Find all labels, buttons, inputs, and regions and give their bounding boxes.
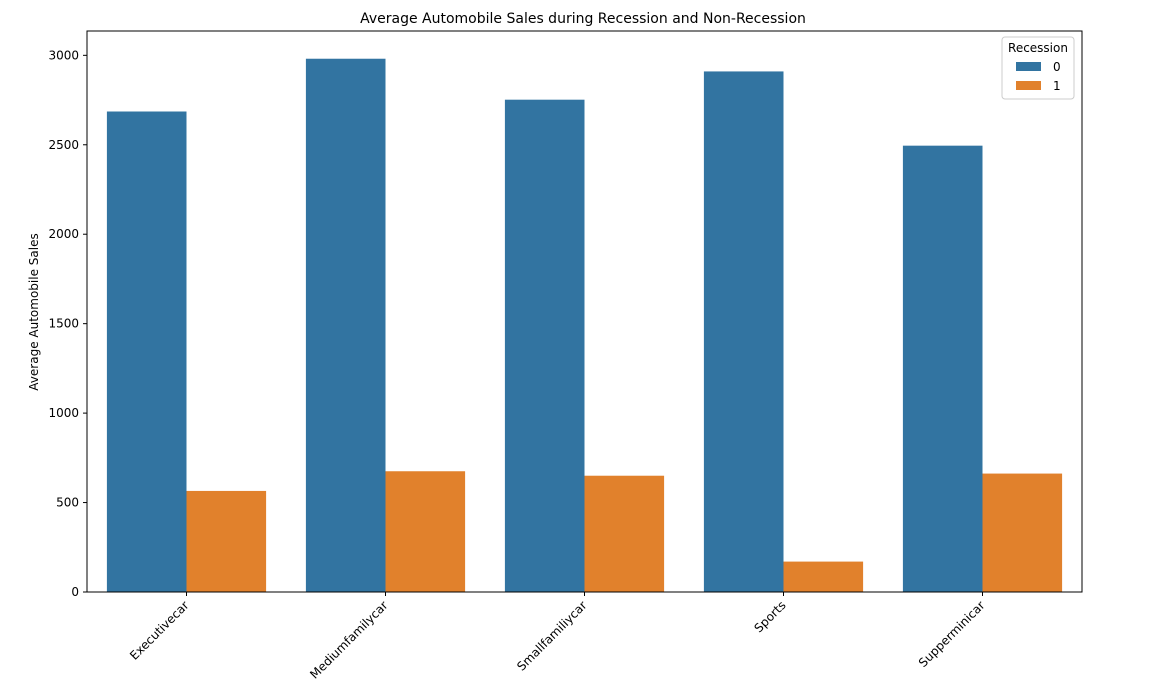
chart-title: Average Automobile Sales during Recessio… <box>360 11 806 27</box>
legend-title: Recession <box>1008 41 1068 55</box>
y-tick-label: 1500 <box>48 317 79 331</box>
x-tick-label-supperminicar: Supperminicar <box>916 598 988 670</box>
bar-executivecar-recession-1 <box>186 490 267 592</box>
bar-smallfamiliycar-recession-1 <box>584 475 665 592</box>
bars-layer <box>106 58 1063 593</box>
legend-label-recession-0: 0 <box>1053 60 1061 74</box>
y-tick-label: 3000 <box>48 48 79 62</box>
x-tick-label-mediumfamilycar: Mediumfamilycar <box>307 598 390 681</box>
bar-sports-recession-1 <box>783 561 864 592</box>
bar-smallfamiliycar-recession-0 <box>504 99 585 592</box>
plot-frame <box>86 30 1083 593</box>
y-tick-label: 0 <box>71 585 79 599</box>
x-axis: Executivecar Mediumfamilycar Smallfamiliyc… <box>127 592 988 682</box>
y-tick-label: 2500 <box>48 138 79 152</box>
bar-executivecar-recession-0 <box>106 111 187 592</box>
bar-mediumfamilycar-recession-0 <box>305 58 386 593</box>
x-tick-label-sports: Sports <box>752 598 789 635</box>
legend-swatch-recession-1 <box>1016 81 1041 90</box>
y-axis-label: Average Automobile Sales <box>27 233 41 390</box>
y-axis: 0 500 1000 1500 2000 2500 3000 <box>48 48 87 599</box>
bar-supperminicar-recession-1 <box>982 473 1063 592</box>
x-tick-label-smallfamiliycar: Smallfamiliycar <box>514 598 589 673</box>
bar-sports-recession-0 <box>703 71 784 593</box>
legend-label-recession-1: 1 <box>1053 79 1061 93</box>
y-tick-label: 2000 <box>48 227 79 241</box>
x-tick-label-executivecar: Executivecar <box>127 598 192 663</box>
legend: Recession 0 1 <box>1001 36 1075 100</box>
y-tick-label: 500 <box>56 496 79 510</box>
bar-supperminicar-recession-0 <box>902 145 983 593</box>
bar-mediumfamilycar-recession-1 <box>385 471 466 592</box>
y-tick-label: 1000 <box>48 406 79 420</box>
legend-swatch-recession-0 <box>1016 62 1041 71</box>
